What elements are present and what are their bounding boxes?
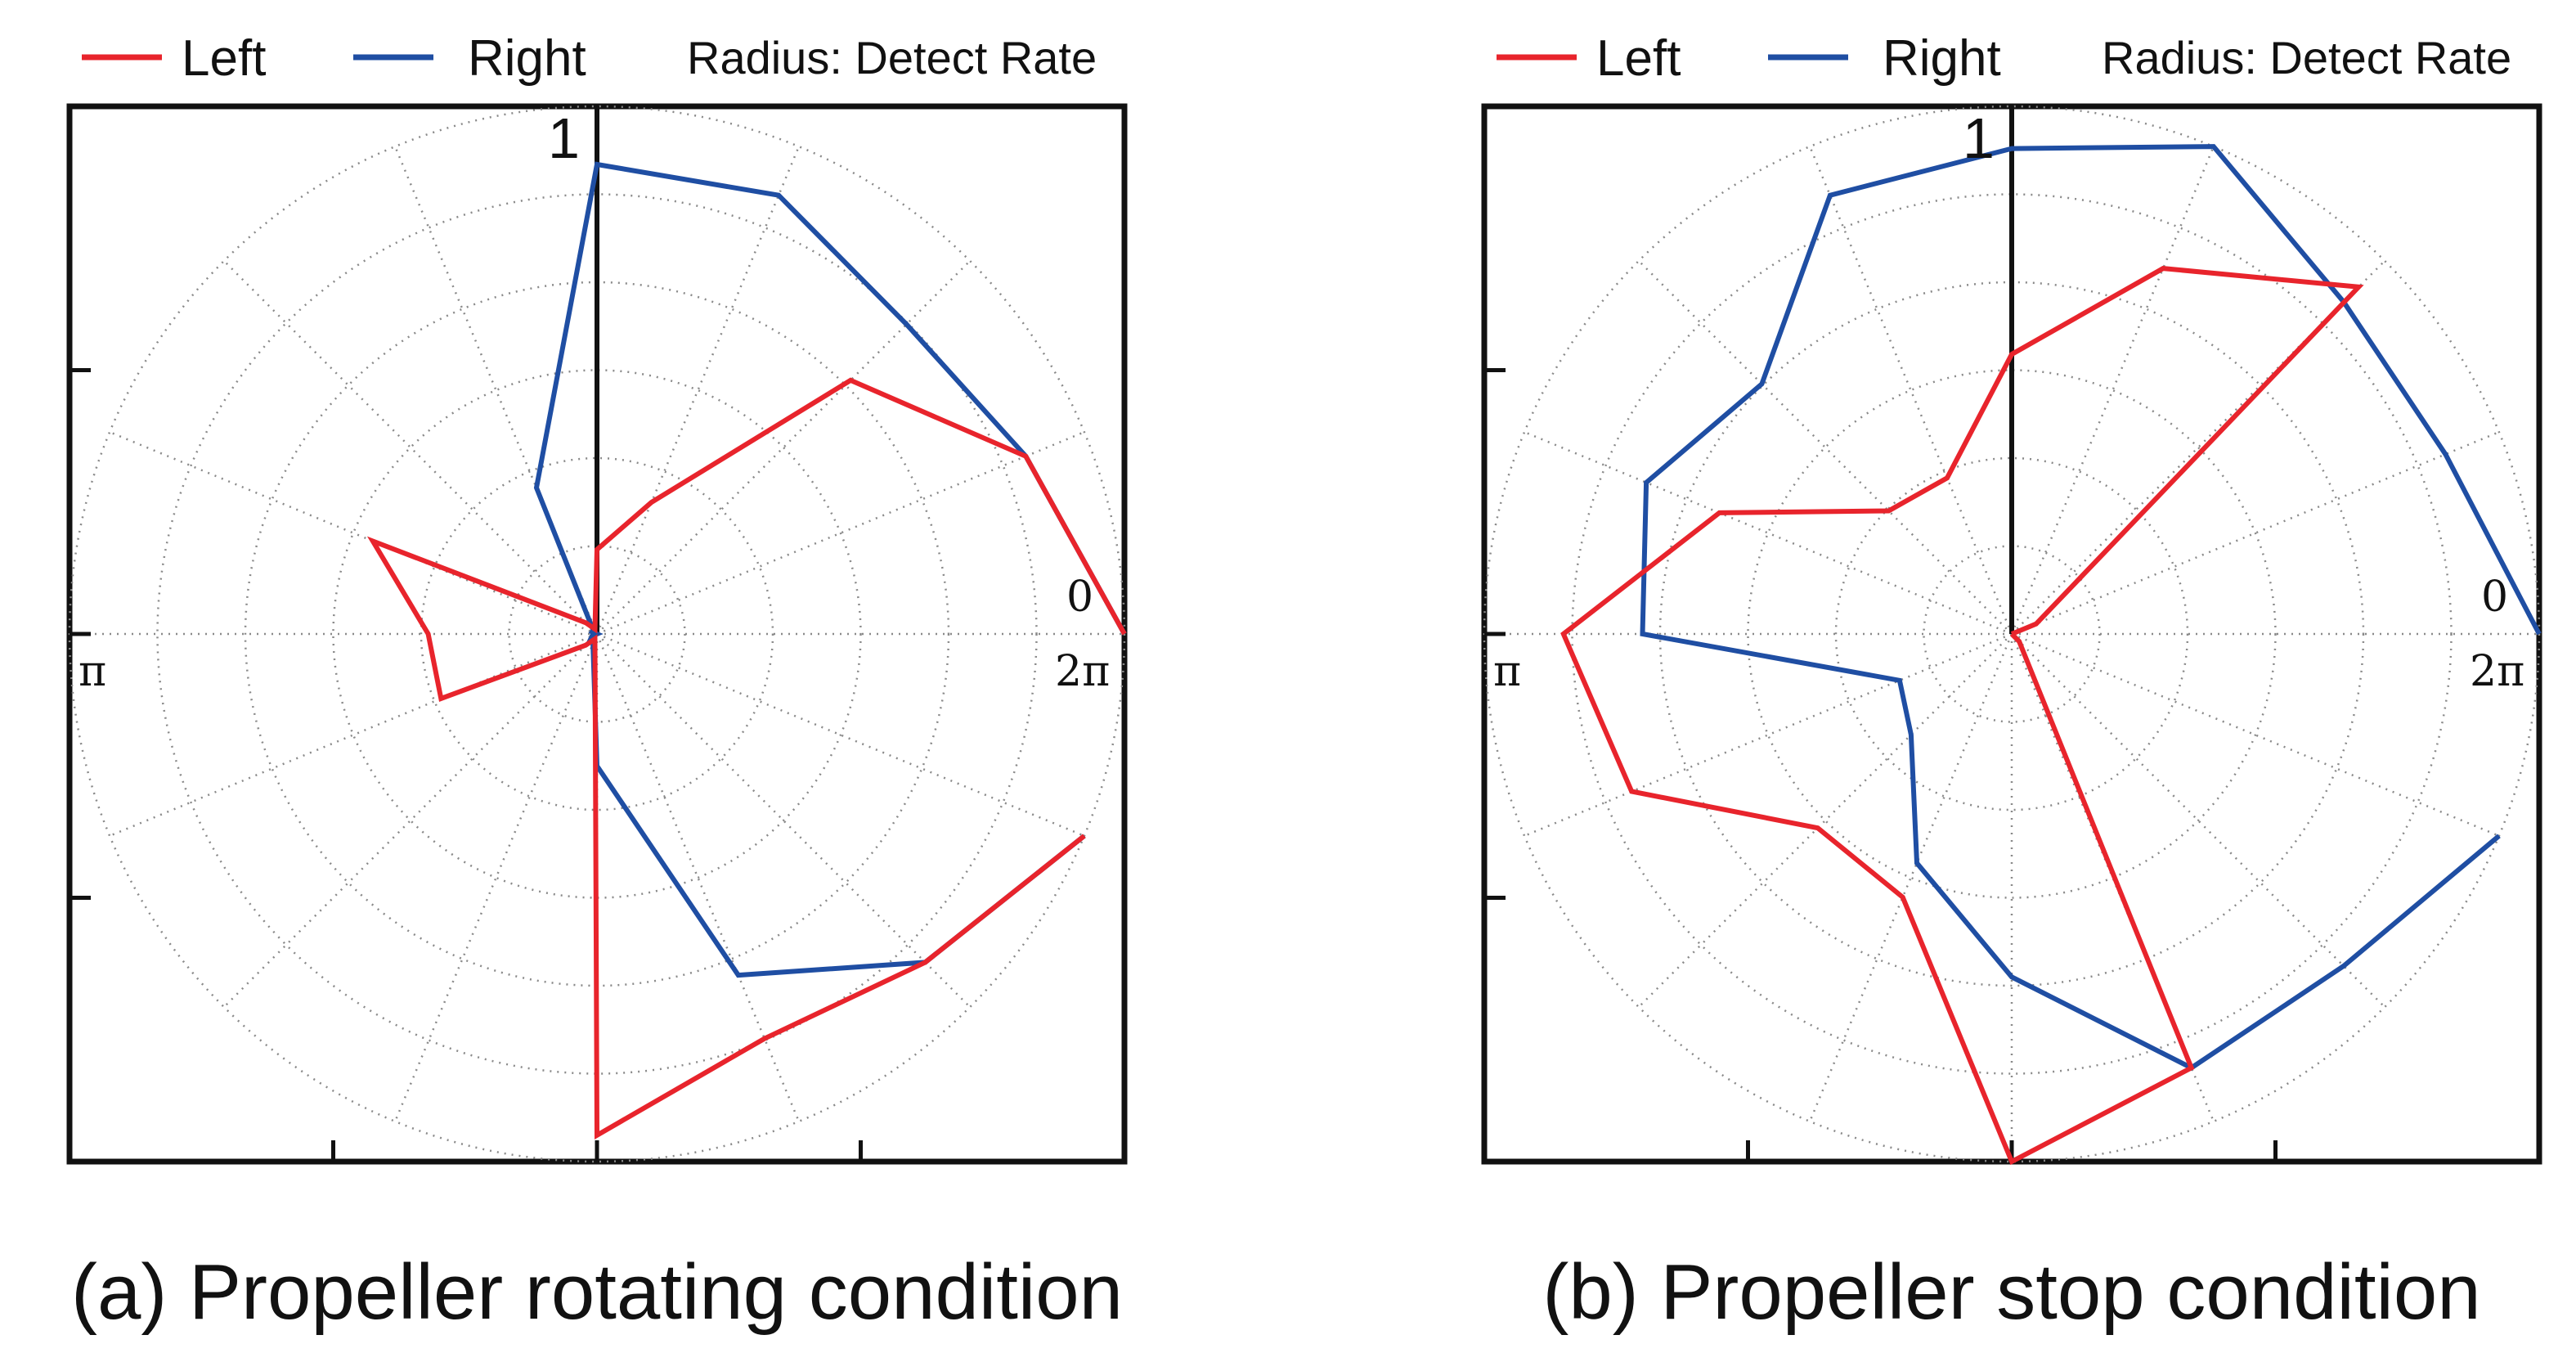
- series-left-line: [366, 377, 1127, 1139]
- grid-ring: [1747, 369, 2277, 899]
- radius-label: Radius: Detect Rate: [2102, 32, 2511, 83]
- grid-ring: [156, 193, 1038, 1075]
- series-group: [1560, 144, 2542, 1166]
- angle-two-pi-label: 2π: [1055, 647, 1110, 696]
- legend-right-label: Right: [468, 30, 586, 87]
- angle-pi-label: π: [1493, 647, 1521, 696]
- radial-max-label: 1: [1963, 106, 1995, 170]
- polar-chart-b: Left Right Radius: Detect Rate 1 0 2π π …: [1481, 30, 2542, 1336]
- polar-chart-a: Left Right Radius: Detect Rate 1 0 2π π …: [66, 30, 1128, 1336]
- series-right-line: [1640, 144, 2542, 1071]
- series-right-line: [533, 161, 1127, 978]
- legend-left-label: Left: [1596, 30, 1681, 87]
- radial-max-label: 1: [548, 106, 580, 170]
- grid-ring: [508, 545, 686, 723]
- series-left-line: [1560, 266, 2364, 1166]
- panel-caption: (a) Propeller rotating condition: [71, 1248, 1123, 1336]
- panel-caption: (b) Propeller stop condition: [1542, 1248, 2480, 1336]
- angle-pi-label: π: [79, 647, 106, 696]
- angle-two-pi-label: 2π: [2470, 647, 2524, 696]
- radius-label: Radius: Detect Rate: [687, 32, 1097, 83]
- series-group: [366, 161, 1127, 1139]
- angle-zero-label: 0: [1066, 573, 1093, 622]
- frame-ticks: [70, 368, 863, 1162]
- legend-right-label: Right: [1883, 30, 2001, 87]
- grid-ring: [1571, 193, 2453, 1075]
- angle-zero-label: 0: [2481, 573, 2508, 622]
- grid-ring: [1923, 545, 2101, 723]
- grid-ring: [332, 369, 862, 899]
- grid-ring: [1834, 456, 2189, 811]
- grid-ring: [420, 456, 774, 811]
- frame-ticks: [1484, 368, 2278, 1162]
- legend-left-label: Left: [182, 30, 266, 87]
